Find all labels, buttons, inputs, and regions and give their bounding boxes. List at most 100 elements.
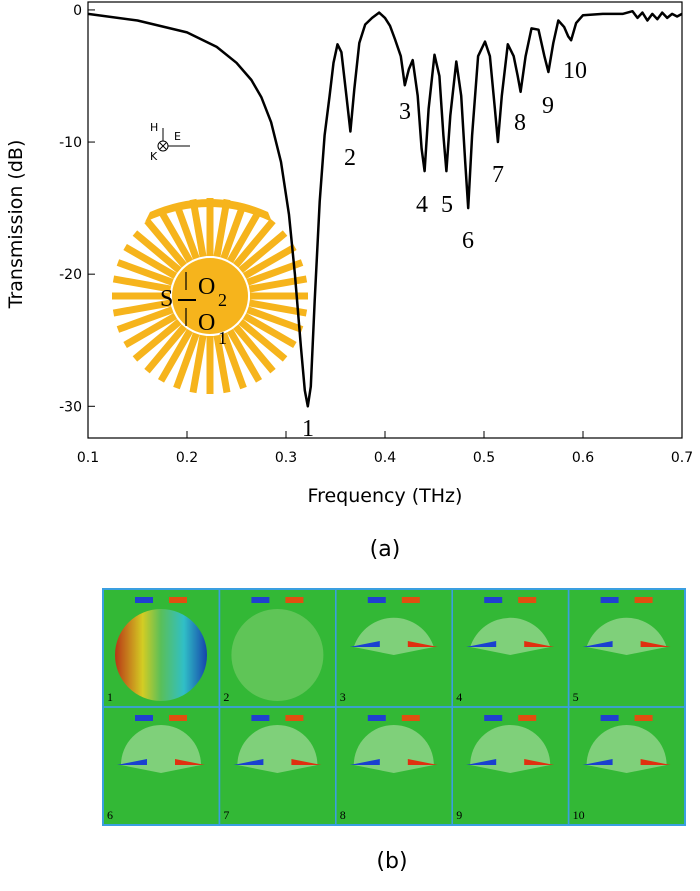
plot-frame bbox=[87, 1, 683, 439]
dip-label: 9 bbox=[542, 93, 554, 119]
spoke bbox=[123, 312, 178, 349]
panel-label: (b) bbox=[376, 849, 407, 874]
x-tick-label: 0.3 bbox=[275, 450, 297, 466]
spoke bbox=[238, 319, 288, 362]
map-label: 2 bbox=[223, 690, 229, 704]
field-top bbox=[518, 715, 537, 721]
x-tick-label: 0.5 bbox=[473, 450, 495, 466]
map-label: 1 bbox=[107, 690, 113, 704]
field-lobe bbox=[349, 759, 380, 765]
field-lobe bbox=[466, 759, 497, 765]
spoke bbox=[233, 324, 276, 374]
field-top bbox=[367, 597, 386, 603]
pol-label: H bbox=[150, 121, 158, 134]
field-top bbox=[135, 597, 153, 603]
x-tick-label: 0.2 bbox=[176, 450, 198, 466]
spoke bbox=[173, 332, 200, 390]
field-top bbox=[634, 597, 653, 603]
structure-label: S bbox=[160, 286, 173, 312]
x-tick-label: 0.7 bbox=[671, 450, 693, 466]
spoke bbox=[123, 243, 178, 280]
spoke bbox=[226, 209, 263, 264]
field-disk bbox=[231, 609, 324, 701]
spoke bbox=[112, 275, 172, 293]
map-cell bbox=[567, 706, 686, 826]
dip-label: 10 bbox=[563, 58, 587, 84]
spoke bbox=[213, 334, 231, 394]
field-lobe bbox=[524, 759, 555, 765]
spoke bbox=[173, 202, 200, 260]
y-tick-label: -20 bbox=[59, 267, 82, 283]
field-top bbox=[251, 715, 270, 721]
x-axis-label: Frequency (THz) bbox=[308, 485, 463, 507]
field-top bbox=[285, 715, 304, 721]
structure-label: 2 bbox=[218, 290, 227, 310]
map-label: 8 bbox=[340, 808, 346, 822]
field-top bbox=[169, 597, 187, 603]
field-lobe bbox=[291, 759, 322, 765]
pol-label: E bbox=[174, 130, 181, 143]
spoke bbox=[213, 198, 231, 258]
map-label: 5 bbox=[573, 690, 579, 704]
field-top bbox=[251, 597, 270, 603]
spoke bbox=[116, 306, 174, 333]
spoke bbox=[144, 324, 187, 374]
structure-label: O bbox=[198, 310, 215, 336]
y-tick-label: 0 bbox=[73, 3, 82, 19]
field-top bbox=[401, 597, 420, 603]
inset: H E K S O 2 O 1 bbox=[112, 121, 308, 394]
spoke bbox=[220, 332, 247, 390]
map-label: 7 bbox=[223, 808, 229, 822]
spoke bbox=[226, 328, 263, 383]
spoke bbox=[242, 312, 297, 349]
x-tick-label: 0.1 bbox=[77, 450, 99, 466]
dip-label: 5 bbox=[441, 192, 453, 218]
transmission-line bbox=[87, 9, 683, 408]
map-label: 9 bbox=[456, 808, 462, 822]
y-axis-label: Transmission (dB) bbox=[5, 140, 27, 310]
spoke bbox=[189, 198, 207, 258]
field-lobe bbox=[582, 641, 613, 647]
spoke bbox=[112, 299, 172, 317]
field-lobe bbox=[407, 641, 438, 647]
x-tick-label: 0.4 bbox=[374, 450, 396, 466]
spoke bbox=[189, 334, 207, 394]
spoke bbox=[132, 230, 182, 273]
field-disk bbox=[115, 609, 207, 701]
structure-core bbox=[172, 258, 248, 334]
map-label: 10 bbox=[573, 808, 585, 822]
field-lobe bbox=[466, 641, 497, 647]
spoke bbox=[248, 275, 308, 293]
field-lobe bbox=[117, 759, 147, 765]
spoke bbox=[220, 202, 247, 260]
field-lobe bbox=[175, 759, 205, 765]
spoke bbox=[246, 306, 304, 333]
field-top bbox=[401, 715, 420, 721]
dip-label: 1 bbox=[302, 416, 314, 442]
field-lobe bbox=[349, 641, 380, 647]
spoke bbox=[157, 209, 194, 264]
field-lobe bbox=[407, 759, 438, 765]
field-top bbox=[285, 597, 304, 603]
dip-label: 6 bbox=[462, 228, 474, 254]
spoke bbox=[238, 230, 288, 273]
structure-label: O bbox=[198, 274, 215, 300]
spoke bbox=[233, 218, 276, 268]
field-lobe bbox=[233, 759, 264, 765]
spoke bbox=[144, 218, 187, 268]
spoke bbox=[132, 319, 182, 362]
field-top bbox=[169, 715, 187, 721]
field-top bbox=[484, 597, 503, 603]
field-lobe bbox=[524, 641, 555, 647]
field-top bbox=[484, 715, 503, 721]
map-label: 6 bbox=[107, 808, 113, 822]
field-lobe bbox=[582, 759, 613, 765]
field-top bbox=[634, 715, 653, 721]
pol-label: K bbox=[150, 150, 158, 163]
k-symbol bbox=[159, 142, 167, 150]
field-lobe bbox=[640, 641, 671, 647]
spoke bbox=[116, 259, 174, 286]
field-top bbox=[135, 715, 153, 721]
field-top bbox=[600, 715, 619, 721]
